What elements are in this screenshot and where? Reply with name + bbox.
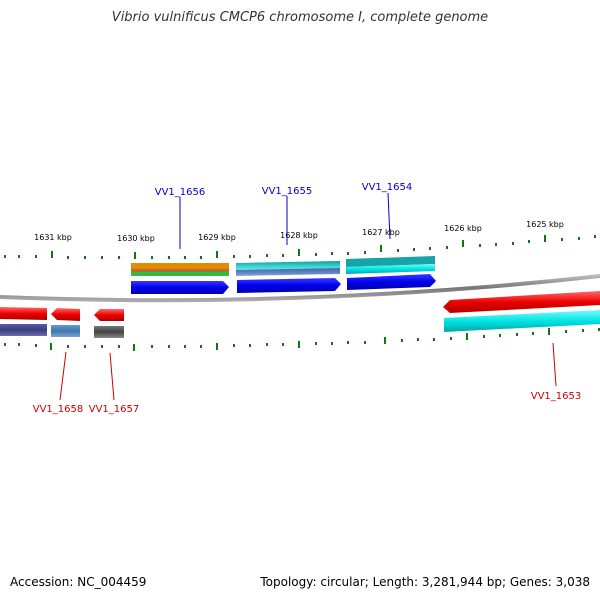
chromosome-backbone <box>0 274 600 303</box>
leader-line <box>552 342 557 387</box>
gene-label[interactable]: VV1_1658 <box>33 404 84 415</box>
gene-VV1_1653[interactable] <box>443 291 600 313</box>
tick-label: 1630 kbp <box>117 234 155 243</box>
genome-title: Vibrio vulnificus CMCP6 chromosome I, co… <box>111 10 489 25</box>
tick-label: 1629 kbp <box>198 233 236 242</box>
inner-ruler <box>4 328 600 351</box>
outer-ruler <box>4 235 596 259</box>
tick-label: 1628 kbp <box>280 231 318 240</box>
gene-VV1_1655[interactable] <box>237 278 341 293</box>
leader-line <box>59 351 67 401</box>
gene-VV1_1657[interactable] <box>94 309 124 321</box>
tick-label: 1631 kbp <box>34 233 72 242</box>
gene-label[interactable]: VV1_1655 <box>262 186 313 197</box>
feature-tracks-upper <box>131 256 435 276</box>
gene-label[interactable]: VV1_1653 <box>531 391 582 402</box>
reverse-strand-genes <box>0 291 600 321</box>
tick-label: 1625 kbp <box>526 220 564 229</box>
gene-VV1_1654[interactable] <box>347 274 436 290</box>
gene-label[interactable]: VV1_1654 <box>362 182 413 193</box>
gene-red-left[interactable] <box>0 307 47 320</box>
genome-summary: Topology: circular; Length: 3,281,944 bp… <box>260 575 590 589</box>
gene-label[interactable]: VV1_1657 <box>89 404 140 415</box>
tick-label: 1627 kbp <box>362 228 400 237</box>
gene-label[interactable]: VV1_1656 <box>155 187 206 198</box>
tick-label: 1626 kbp <box>444 224 482 233</box>
leader-line <box>109 352 115 401</box>
forward-strand-genes <box>131 274 436 294</box>
gene-VV1_1656[interactable] <box>131 281 229 294</box>
gene-VV1_1658[interactable] <box>51 308 80 321</box>
accession-label: Accession: NC_004459 <box>10 575 147 589</box>
leader-line <box>387 192 391 240</box>
feature-tracks-lower <box>0 310 600 338</box>
